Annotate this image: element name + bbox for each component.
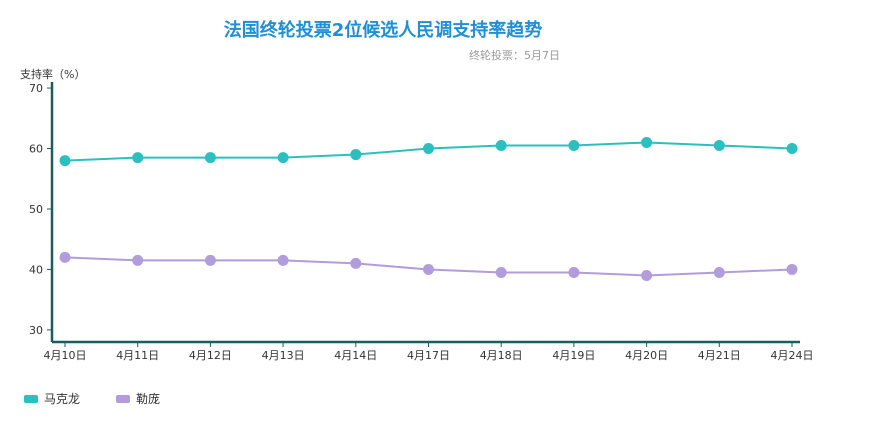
data-point-1 [59, 251, 71, 263]
data-point-1 [713, 266, 725, 278]
y-tick-label: 70 [29, 82, 43, 95]
y-tick-label: 30 [29, 324, 43, 337]
x-tick-label: 4月12日 [189, 349, 232, 362]
chart-subtitle: 终轮投票：5月7日 [469, 49, 560, 62]
data-point-0 [204, 152, 216, 164]
y-tick-label: 50 [29, 203, 43, 216]
data-point-1 [277, 254, 289, 266]
data-point-0 [641, 136, 653, 148]
x-tick-label: 4月11日 [116, 349, 159, 362]
data-point-1 [132, 254, 144, 266]
legend-label-macron: 马克龙 [44, 392, 81, 406]
legend-item-macron[interactable]: 马克龙 [24, 390, 80, 407]
legend-swatch-macron [24, 394, 38, 403]
data-point-1 [568, 266, 580, 278]
data-point-0 [568, 139, 580, 151]
data-point-0 [786, 143, 798, 155]
data-point-1 [495, 266, 507, 278]
data-point-0 [423, 143, 434, 155]
data-point-0 [495, 139, 507, 151]
x-tick-label: 4月24日 [771, 349, 814, 362]
x-tick-label: 4月17日 [407, 349, 450, 362]
chart-title: 法国终轮投票2位候选人民调支持率趋势 [223, 20, 543, 41]
y-tick-label: 60 [29, 143, 43, 156]
legend-item-lepen[interactable]: 勒庞 [116, 390, 160, 407]
x-tick-label: 4月20日 [625, 349, 668, 362]
x-tick-label: 4月10日 [44, 349, 87, 362]
legend: 马克龙 勒庞 [24, 390, 160, 407]
x-tick-label: 4月13日 [262, 349, 305, 362]
data-point-1 [350, 257, 362, 269]
x-tick-label: 4月18日 [480, 349, 523, 362]
x-tick-label: 4月21日 [698, 349, 741, 362]
x-tick-label: 4月14日 [334, 349, 377, 362]
data-point-0 [277, 152, 289, 164]
data-point-1 [786, 263, 798, 275]
data-point-0 [350, 149, 362, 161]
legend-swatch-lepen [116, 394, 131, 403]
data-point-0 [132, 152, 144, 164]
data-point-0 [713, 139, 725, 151]
data-point-1 [423, 263, 434, 275]
x-tick-label: 4月19日 [552, 349, 595, 362]
data-point-0 [59, 155, 71, 167]
data-point-1 [204, 254, 216, 266]
y-axis-label: 支持率（%） [20, 68, 86, 81]
data-point-1 [641, 269, 653, 281]
y-tick-label: 40 [29, 263, 43, 276]
legend-label-lepen: 勒庞 [136, 392, 161, 406]
